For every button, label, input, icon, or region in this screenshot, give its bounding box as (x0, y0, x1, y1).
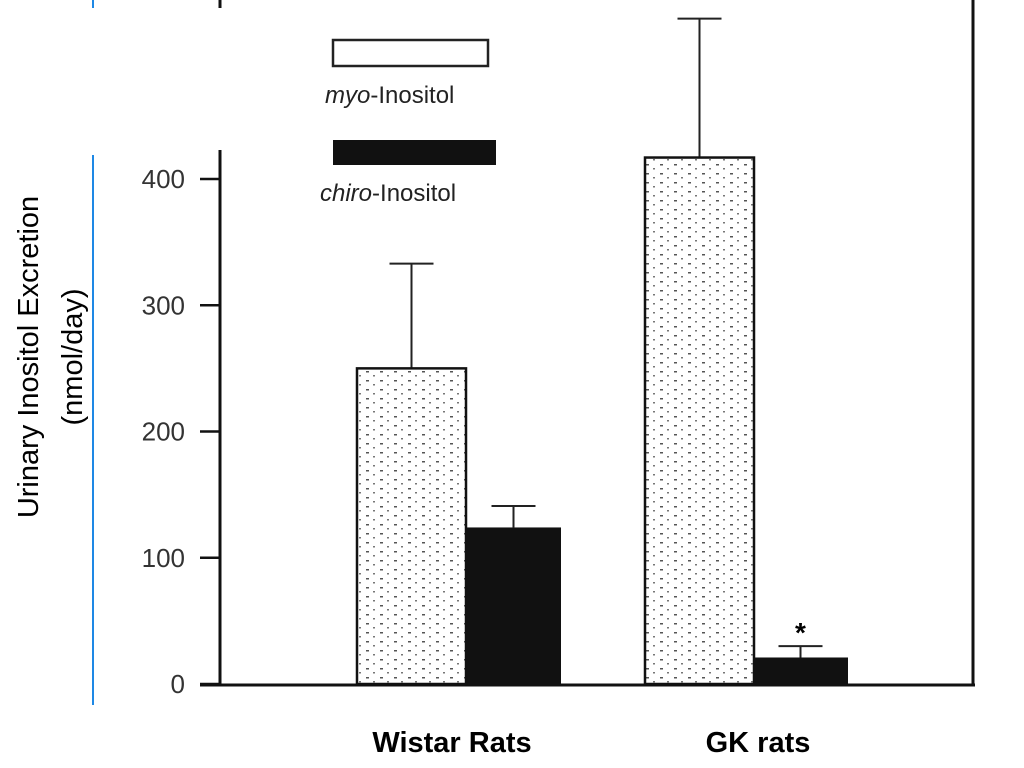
y-tick-label: 200 (142, 417, 185, 447)
legend-swatch-chiro (333, 140, 496, 165)
y-tick-label: 400 (142, 164, 185, 194)
y-tick-label: 0 (171, 669, 185, 699)
y-axis-unit: (nmol/day) (57, 289, 89, 426)
bar-chiro-Inositol-wistar-rats (466, 527, 561, 684)
y-tick-label: 300 (142, 290, 185, 320)
bar-chiro-Inositol-gk-rats (753, 657, 848, 684)
legend-swatch-myo (331, 38, 490, 68)
bar-myo-Inositol-gk-rats (643, 156, 756, 686)
significance-star: * (795, 617, 806, 648)
bar-myo-Inositol-wistar-rats (355, 367, 468, 686)
y-axis-label: Urinary Inositol Excretion (13, 196, 45, 518)
y-tick-label: 100 (142, 543, 185, 573)
legend-label-chiro: chiro-Inositol (320, 180, 456, 207)
category-label-wistar: Wistar Rats (372, 727, 531, 759)
legend-label-myo: myo-Inositol (325, 82, 454, 109)
category-label-gk: GK rats (706, 727, 811, 759)
